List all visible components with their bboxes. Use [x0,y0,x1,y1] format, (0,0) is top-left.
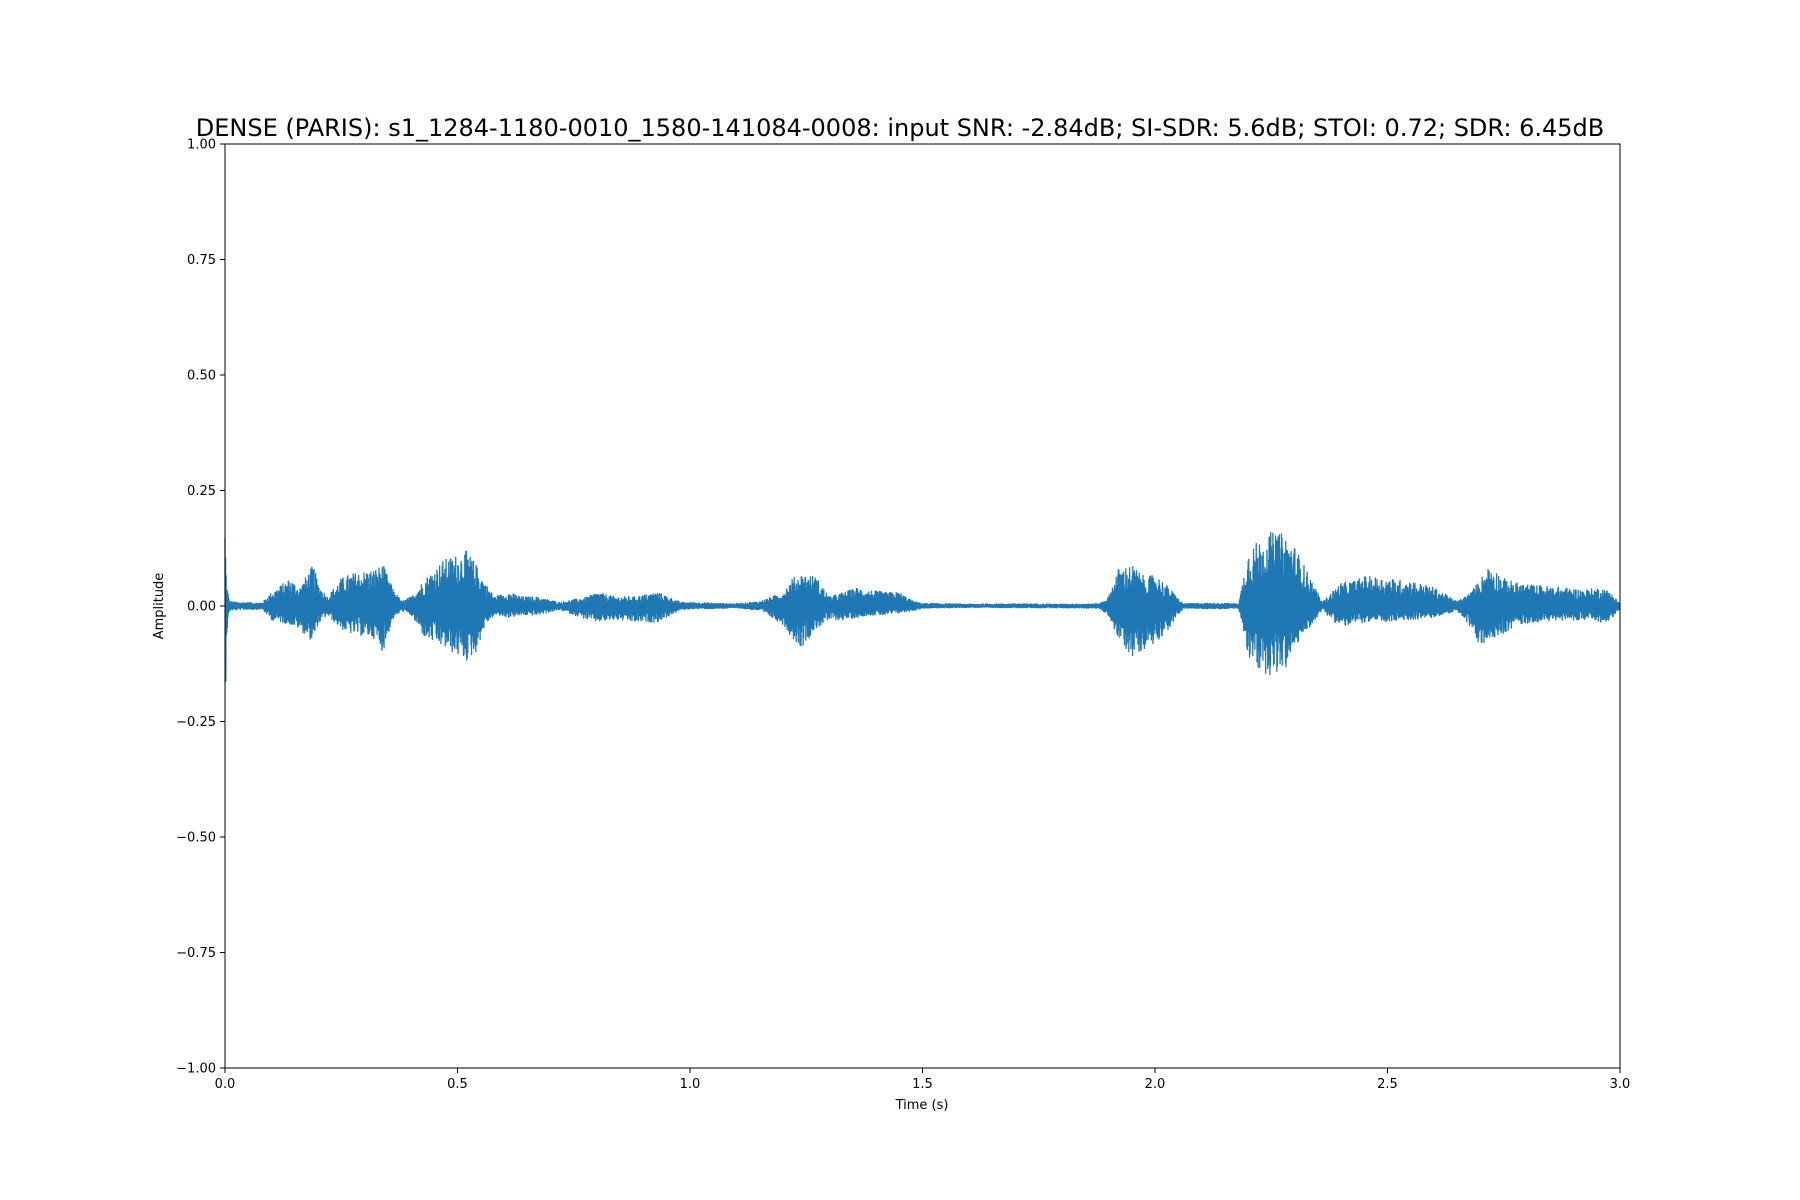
waveform-series-line [224,532,1621,682]
x-tick-label: 0.0 [215,1077,236,1092]
x-tick-label: 2.5 [1377,1077,1398,1092]
x-tick-label: 1.0 [680,1077,701,1092]
x-tick-label: 3.0 [1610,1077,1631,1092]
y-tick-label: 1.00 [187,138,216,153]
waveform-layer [224,532,1621,682]
y-axis-ticks: 1.00 0.75 0.50 0.25 0.00 −0.25 −0.50 −0.75 −1.00 [176,138,225,1077]
x-tick-label: 1.5 [912,1077,933,1092]
y-tick-label: 0.25 [187,484,216,499]
x-axis-label: Time (s) [895,1098,949,1113]
y-axis-label: Amplitude [152,573,167,640]
y-tick-label: 0.00 [187,600,216,615]
y-tick-label: 0.50 [187,369,216,384]
x-tick-label: 2.0 [1145,1077,1166,1092]
y-tick-label: −0.50 [176,831,216,846]
x-tick-label: 0.5 [447,1077,468,1092]
chart-title: DENSE (PARIS): s1_1284-1180-0010_1580-14… [196,114,1604,142]
y-tick-label: −0.75 [176,946,216,961]
y-tick-label: −0.25 [176,715,216,730]
y-tick-label: −1.00 [176,1062,216,1077]
y-tick-label: 0.75 [187,253,216,268]
x-axis-ticks: 0.0 0.5 1.0 1.5 2.0 2.5 3.0 [215,1068,1631,1092]
